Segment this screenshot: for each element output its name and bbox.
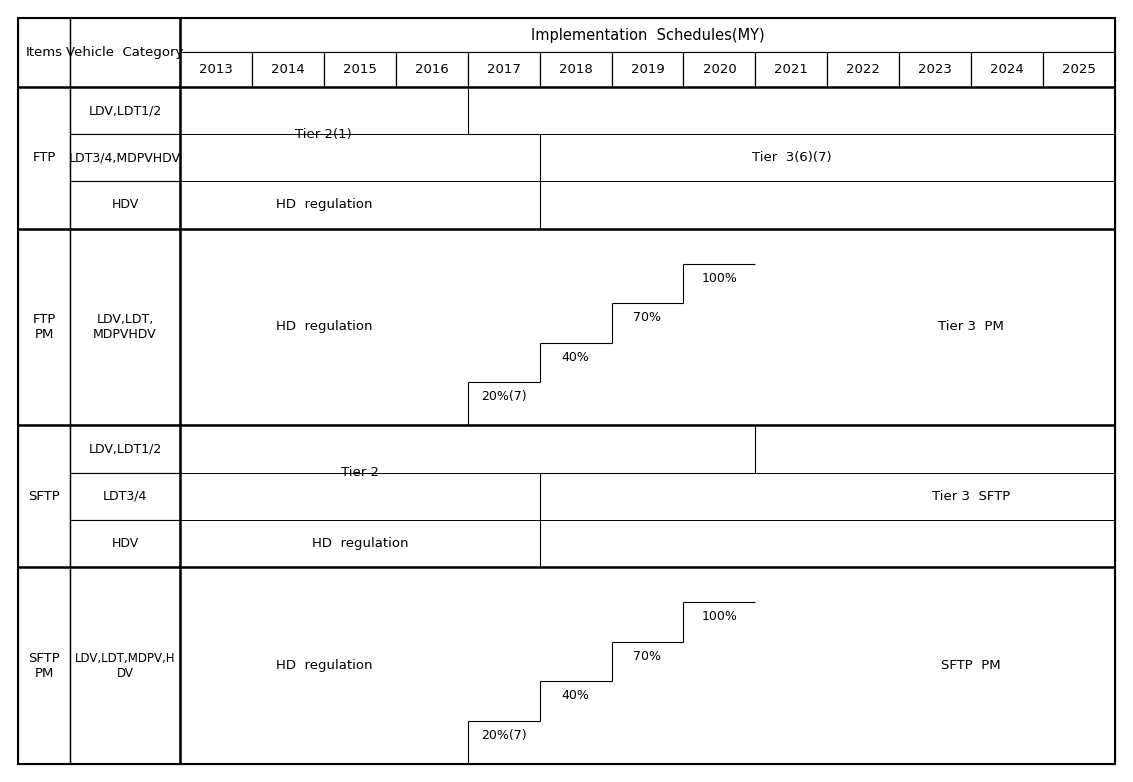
Text: 2017: 2017 [487, 63, 520, 76]
Text: HD  regulation: HD regulation [275, 321, 372, 333]
Text: 2015: 2015 [343, 63, 377, 76]
Bar [70, 425, 180, 472]
Text: Tier 3  SFTP: Tier 3 SFTP [932, 490, 1011, 503]
Text: Implementation  Schedules(MY): Implementation Schedules(MY) [530, 27, 765, 43]
Text: 100%: 100% [701, 272, 738, 285]
Text: 100%: 100% [701, 611, 738, 623]
Bar [70, 228, 180, 425]
Bar [70, 520, 180, 567]
Text: 2025: 2025 [1062, 63, 1096, 76]
Bar [756, 52, 827, 87]
Text: LDT3/4,MDPVHDV: LDT3/4,MDPVHDV [69, 151, 181, 164]
Text: Tier 3  PM: Tier 3 PM [938, 321, 1004, 333]
Text: HD  regulation: HD regulation [312, 537, 408, 550]
Text: LDV,LDT,MDPV,H
DV: LDV,LDT,MDPV,H DV [75, 651, 176, 680]
Bar [539, 52, 612, 87]
Bar [395, 52, 468, 87]
Text: Tier 2: Tier 2 [341, 466, 378, 479]
Text: Items: Items [26, 46, 62, 59]
Bar [70, 18, 180, 87]
Text: Vehicle  Category: Vehicle Category [67, 46, 184, 59]
Bar [683, 52, 756, 87]
Text: 70%: 70% [633, 311, 662, 325]
Bar [827, 52, 900, 87]
Bar [180, 228, 1115, 425]
Text: 40%: 40% [562, 689, 589, 702]
Text: FTP
PM: FTP PM [33, 313, 56, 341]
Bar [612, 52, 683, 87]
Text: 20%(7): 20%(7) [480, 729, 527, 741]
Text: 2020: 2020 [702, 63, 736, 76]
Bar [70, 87, 180, 135]
Bar [180, 567, 1115, 764]
Text: 2013: 2013 [199, 63, 233, 76]
Text: 40%: 40% [562, 351, 589, 364]
Bar [180, 425, 1115, 567]
Bar [18, 567, 70, 764]
Text: LDV,LDT1/2: LDV,LDT1/2 [88, 104, 162, 117]
Bar [18, 87, 70, 228]
Bar [971, 52, 1043, 87]
Text: 2019: 2019 [631, 63, 664, 76]
Text: Tier  3(6)(7): Tier 3(6)(7) [751, 151, 832, 164]
Text: 2022: 2022 [846, 63, 880, 76]
Bar [70, 181, 180, 228]
Text: 2023: 2023 [918, 63, 952, 76]
Text: HDV: HDV [111, 199, 138, 211]
Bar [1043, 52, 1115, 87]
Bar [180, 52, 252, 87]
Bar [900, 52, 971, 87]
Text: LDT3/4: LDT3/4 [103, 490, 147, 503]
Text: LDV,LDT,
MDPVHDV: LDV,LDT, MDPVHDV [93, 313, 156, 341]
Bar [252, 52, 324, 87]
Text: 2021: 2021 [775, 63, 808, 76]
Text: SFTP: SFTP [28, 490, 60, 503]
Text: SFTP  PM: SFTP PM [942, 659, 1000, 672]
Text: LDV,LDT1/2: LDV,LDT1/2 [88, 443, 162, 456]
Bar [468, 52, 539, 87]
Bar [70, 567, 180, 764]
Text: 20%(7): 20%(7) [480, 390, 527, 404]
Text: 70%: 70% [633, 650, 662, 663]
Text: FTP: FTP [33, 151, 56, 164]
Bar [18, 18, 70, 87]
Text: Tier 2(1): Tier 2(1) [296, 127, 352, 141]
Text: 2014: 2014 [271, 63, 305, 76]
Text: HDV: HDV [111, 537, 138, 550]
Bar [18, 425, 70, 567]
Text: SFTP
PM: SFTP PM [28, 651, 60, 680]
Text: HD  regulation: HD regulation [275, 199, 372, 211]
Text: 2018: 2018 [559, 63, 593, 76]
Bar [70, 135, 180, 181]
Bar [70, 472, 180, 520]
Bar [180, 18, 1115, 52]
Bar [18, 228, 70, 425]
Text: 2024: 2024 [990, 63, 1024, 76]
Text: 2016: 2016 [415, 63, 449, 76]
Bar [324, 52, 395, 87]
Bar [180, 87, 1115, 228]
Text: HD  regulation: HD regulation [275, 659, 372, 672]
